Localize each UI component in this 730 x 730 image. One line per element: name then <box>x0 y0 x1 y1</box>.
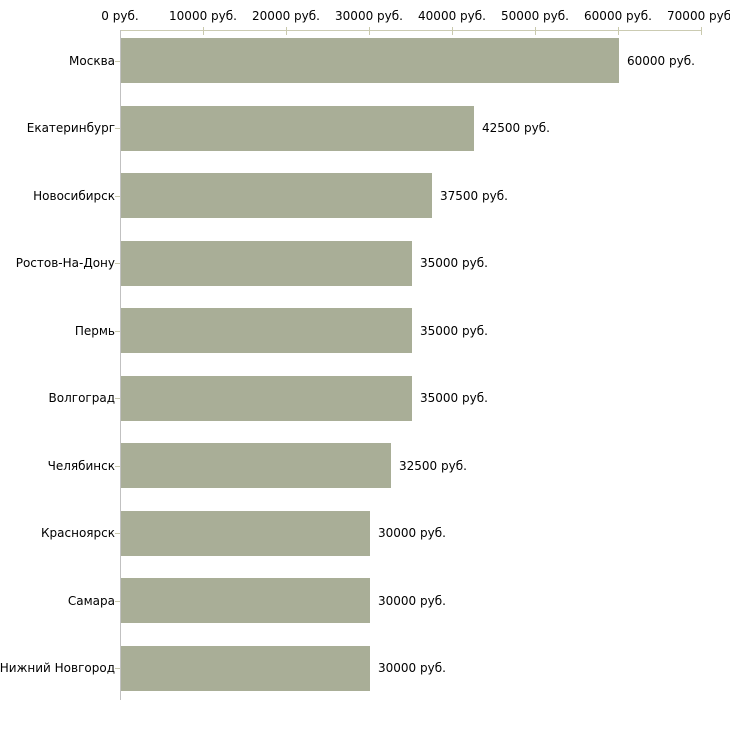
x-axis-tick <box>701 27 702 35</box>
x-axis-tick <box>203 27 204 35</box>
x-axis-tick <box>369 27 370 35</box>
value-label: 32500 руб. <box>399 459 467 473</box>
value-label: 42500 руб. <box>482 121 550 135</box>
y-axis-tick <box>115 668 120 669</box>
category-label: Волгоград <box>48 391 115 405</box>
value-label: 35000 руб. <box>420 324 488 338</box>
y-axis-tick <box>115 601 120 602</box>
bar-3 <box>121 173 432 218</box>
x-axis-tick <box>535 27 536 35</box>
bar-4 <box>121 241 412 286</box>
value-label: 30000 руб. <box>378 661 446 675</box>
category-label: Красноярск <box>41 526 115 540</box>
value-label: 30000 руб. <box>378 594 446 608</box>
y-axis-tick <box>115 61 120 62</box>
value-label: 37500 руб. <box>440 189 508 203</box>
bar-10 <box>121 646 370 691</box>
value-label: 30000 руб. <box>378 526 446 540</box>
x-axis-tick-label: 10000 руб. <box>169 9 237 23</box>
y-axis-tick <box>115 533 120 534</box>
x-axis-tick-label: 40000 руб. <box>418 9 486 23</box>
category-label: Екатеринбург <box>26 121 115 135</box>
x-axis-tick-label: 0 руб. <box>101 9 139 23</box>
value-label: 35000 руб. <box>420 391 488 405</box>
category-label: Новосибирск <box>33 189 115 203</box>
y-axis-tick <box>115 196 120 197</box>
category-label: Ростов-На-Дону <box>15 256 115 270</box>
category-label: Самара <box>67 594 115 608</box>
y-axis-tick <box>115 466 120 467</box>
category-label: Пермь <box>74 324 115 338</box>
x-axis-tick-label: 60000 руб. <box>584 9 652 23</box>
x-axis-tick-label: 20000 руб. <box>252 9 320 23</box>
bar-1 <box>121 38 619 83</box>
value-label: 60000 руб. <box>627 54 695 68</box>
y-axis-tick <box>115 128 120 129</box>
x-axis-tick <box>618 27 619 35</box>
category-label: Челябинск <box>47 459 115 473</box>
x-axis-tick-label: 30000 руб. <box>335 9 403 23</box>
bar-6 <box>121 376 412 421</box>
bar-9 <box>121 578 370 623</box>
x-axis-tick-label: 70000 руб. <box>667 9 730 23</box>
y-axis-tick <box>115 263 120 264</box>
y-axis-line <box>120 30 121 700</box>
category-label: Москва <box>69 54 115 68</box>
bar-7 <box>121 443 391 488</box>
x-axis-tick <box>286 27 287 35</box>
x-axis-tick-label: 50000 руб. <box>501 9 569 23</box>
x-axis-tick <box>452 27 453 35</box>
y-axis-tick <box>115 331 120 332</box>
value-label: 35000 руб. <box>420 256 488 270</box>
category-label: Нижний Новгород <box>0 661 115 675</box>
bar-2 <box>121 106 474 151</box>
y-axis-tick <box>115 398 120 399</box>
bar-5 <box>121 308 412 353</box>
bar-8 <box>121 511 370 556</box>
x-axis-line <box>120 30 702 31</box>
